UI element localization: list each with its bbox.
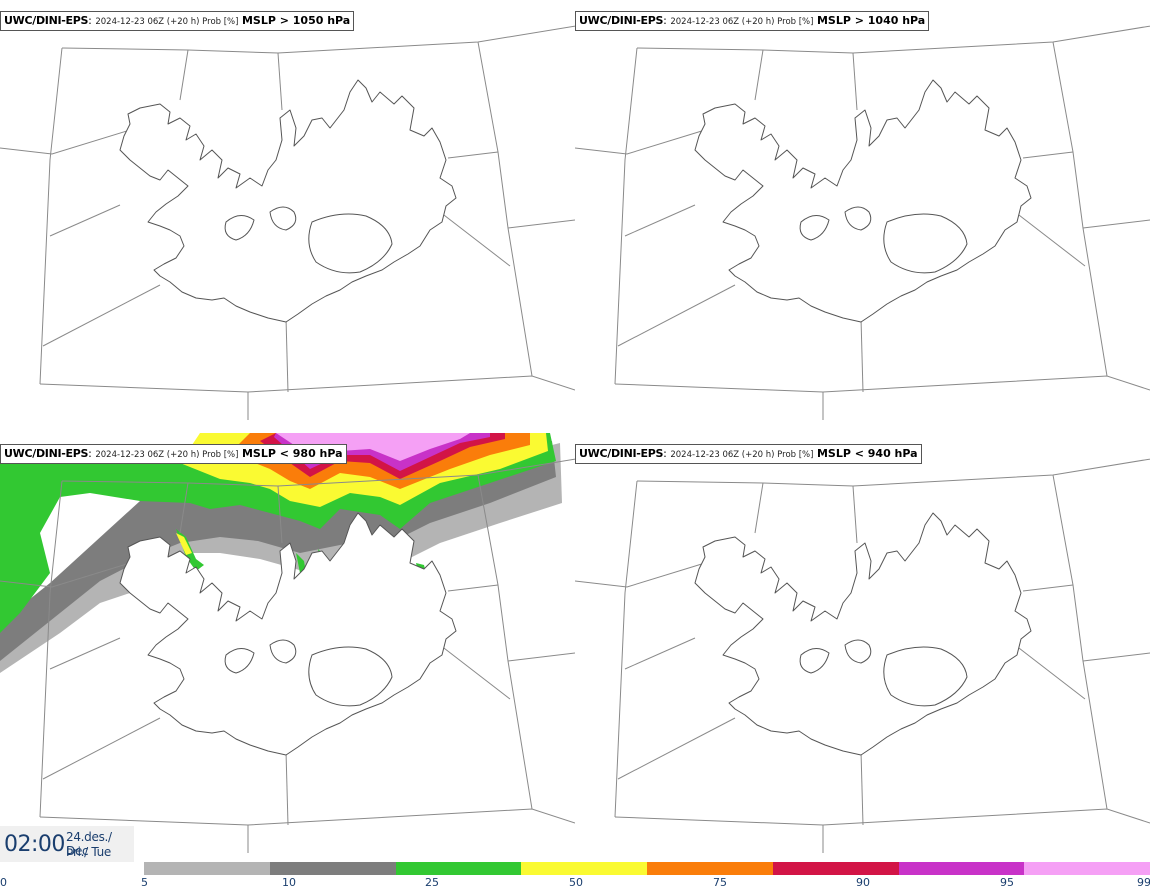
- iceland-map: [575, 452, 1150, 854]
- color-bar-tick-label: 75: [713, 876, 727, 889]
- parameter: MSLP > 1050 hPa: [241, 14, 351, 27]
- map-panel-3: UWC/DINI-EPS: 2024-12-23 06Z (+20 h) Pro…: [0, 433, 575, 866]
- color-bar-segment: [269, 862, 396, 875]
- panel-label: UWC/DINI-EPS: 2024-12-23 06Z (+20 h) Pro…: [575, 444, 922, 464]
- color-bar-tick-label: 5: [141, 876, 148, 889]
- color-bar-segment: [772, 862, 899, 875]
- panel-label: UWC/DINI-EPS: 2024-12-23 06Z (+20 h) Pro…: [575, 11, 930, 31]
- model-name: UWC/DINI-EPS: [579, 447, 664, 460]
- color-bar-tick-label: 0: [0, 876, 7, 889]
- model-name: UWC/DINI-EPS: [579, 14, 664, 27]
- color-bar-segment: [647, 862, 773, 875]
- panel-label: UWC/DINI-EPS: 2024-12-23 06Z (+20 h) Pro…: [0, 444, 347, 464]
- valid-time: 02:00: [4, 832, 65, 857]
- parameter: MSLP > 1040 hPa: [816, 14, 926, 27]
- color-bar-segment: [1024, 862, 1150, 875]
- parameter: MSLP < 980 hPa: [241, 447, 343, 460]
- run-info: 2024-12-23 06Z (+20 h) Prob [%]: [670, 17, 814, 27]
- color-bar-tick-label: 25: [425, 876, 439, 889]
- iceland-map: [0, 433, 575, 854]
- valid-day: Þri./ Tue: [66, 845, 111, 859]
- map-panel-4: UWC/DINI-EPS: 2024-12-23 06Z (+20 h) Pro…: [575, 433, 1150, 866]
- panel-label: UWC/DINI-EPS: 2024-12-23 06Z (+20 h) Pro…: [0, 11, 355, 31]
- color-bar-tick-label: 99: [1137, 876, 1150, 889]
- run-info: 2024-12-23 06Z (+20 h) Prob [%]: [670, 450, 814, 460]
- color-bar-tick-label: 50: [569, 876, 583, 889]
- parameter: MSLP < 940 hPa: [816, 447, 918, 460]
- color-bar-segment: [521, 862, 647, 875]
- valid-time-box: 02:00 24.des./ Dec Þri./ Tue: [0, 826, 134, 862]
- iceland-map: [0, 19, 575, 421]
- color-bar-segment: [898, 862, 1025, 875]
- color-bar: [144, 862, 1150, 875]
- run-info: 2024-12-23 06Z (+20 h) Prob [%]: [95, 450, 239, 460]
- color-bar-tick-label: 90: [856, 876, 870, 889]
- iceland-map: [575, 19, 1150, 421]
- map-panel-1: UWC/DINI-EPS: 2024-12-23 06Z (+20 h) Pro…: [0, 0, 575, 433]
- color-bar-tick-label: 10: [282, 876, 296, 889]
- model-name: UWC/DINI-EPS: [4, 447, 89, 460]
- run-info: 2024-12-23 06Z (+20 h) Prob [%]: [95, 17, 239, 27]
- color-bar-segment: [144, 862, 270, 875]
- color-bar-tick-label: 95: [1000, 876, 1014, 889]
- valid-date: 24.des./ Dec: [66, 830, 112, 858]
- color-bar-segment: [395, 862, 522, 875]
- model-name: UWC/DINI-EPS: [4, 14, 89, 27]
- map-panel-2: UWC/DINI-EPS: 2024-12-23 06Z (+20 h) Pro…: [575, 0, 1150, 433]
